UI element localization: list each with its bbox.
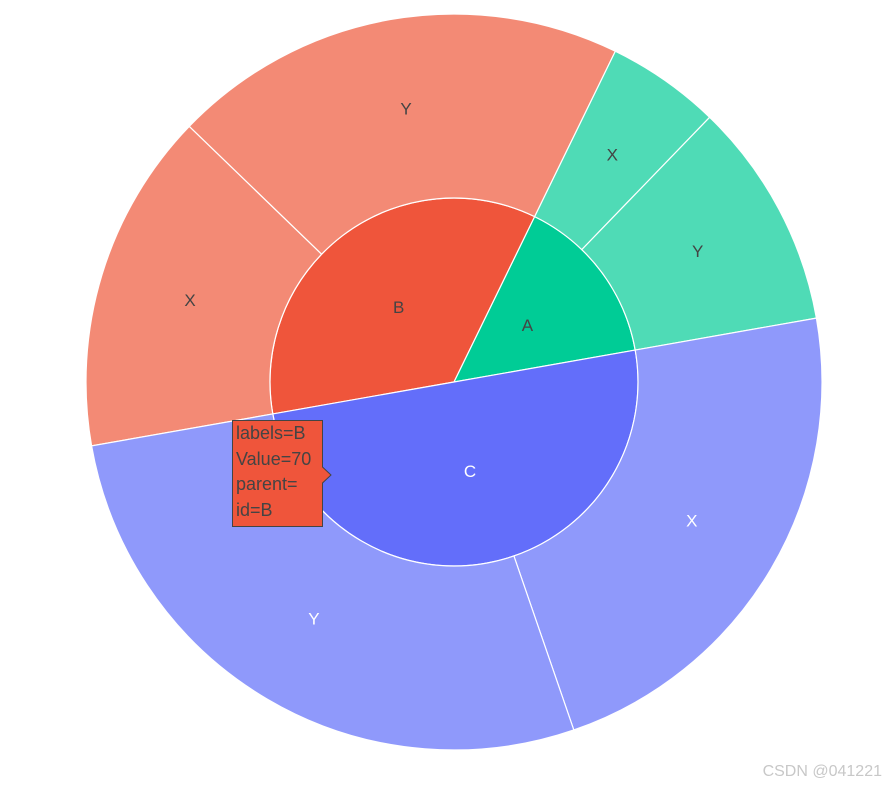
label-a: A [522, 316, 534, 335]
label-c-x: X [686, 512, 697, 531]
tooltip-line-parent: parent= [236, 474, 298, 494]
slice-b-y[interactable] [188, 13, 617, 256]
slice-c-x[interactable] [513, 317, 823, 731]
hover-tooltip: labels=B Value=70 parent= id=B [232, 420, 334, 528]
tooltip-content: labels=B Value=70 parent= id=B [236, 421, 311, 523]
label-b-y: Y [400, 100, 411, 119]
tooltip-line-labels: labels=B [236, 423, 306, 443]
slice-b-x[interactable] [85, 125, 323, 447]
outer-ring [85, 13, 823, 751]
label-c-y: Y [308, 609, 319, 628]
label-a-x: X [607, 145, 618, 164]
label-b: B [393, 298, 404, 317]
slice-c-y[interactable] [90, 413, 575, 751]
label-a-y: Y [692, 242, 703, 261]
watermark: CSDN @041221 [762, 763, 882, 780]
inner-ring [269, 197, 639, 567]
tooltip-line-value: Value=70 [236, 448, 312, 469]
tooltip-background [232, 420, 332, 527]
tooltip-line-id: id=B [236, 499, 273, 520]
label-c: C [464, 462, 476, 481]
segment-labels: B X Y A X Y C X Y [184, 100, 703, 629]
label-b-x: X [184, 291, 195, 310]
